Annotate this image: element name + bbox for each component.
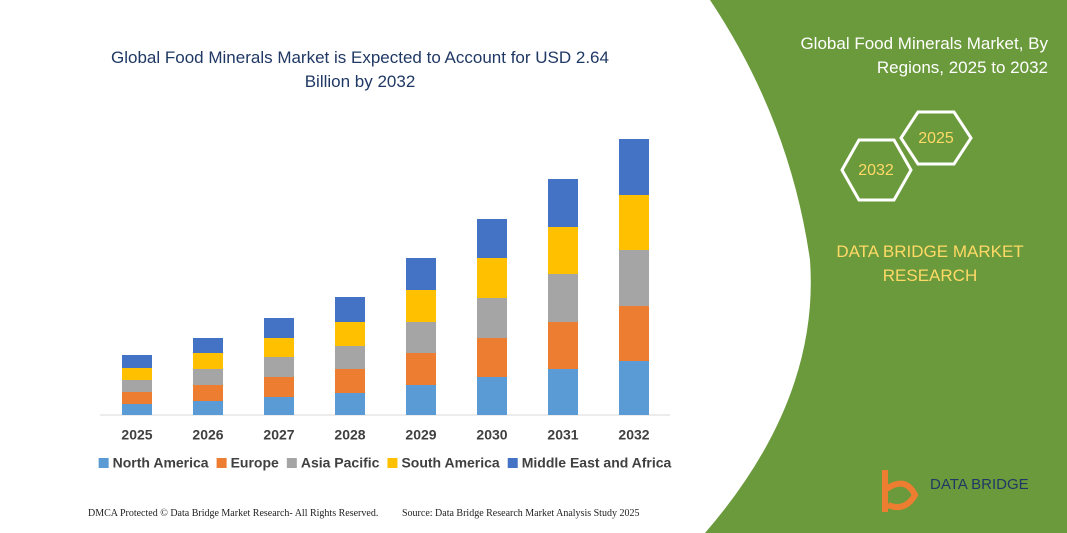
x-tick-label: 2030 bbox=[476, 427, 507, 443]
logo-text: DATA BRIDGE bbox=[930, 476, 1029, 493]
legend-label: North America bbox=[113, 455, 209, 471]
bar-segment bbox=[193, 353, 223, 369]
bar-segment bbox=[477, 338, 507, 377]
green-panel bbox=[705, 0, 1067, 533]
footer-text: DMCA Protected © Data Bridge Market Rese… bbox=[88, 508, 379, 519]
bar-segment bbox=[548, 322, 578, 369]
bar-segment bbox=[477, 219, 507, 258]
bar-segment bbox=[193, 385, 223, 401]
bar-segment bbox=[122, 368, 152, 380]
bar-segment bbox=[122, 404, 152, 415]
bar-segment bbox=[406, 258, 436, 290]
x-tick-label: 2029 bbox=[405, 427, 436, 443]
bar-segment bbox=[193, 369, 223, 385]
legend-label: South America bbox=[401, 455, 499, 471]
bar-segment bbox=[335, 322, 365, 346]
bar-segment bbox=[264, 397, 294, 415]
bar-segment bbox=[406, 322, 436, 353]
legend-swatch bbox=[216, 458, 227, 468]
bar-segment bbox=[335, 369, 365, 393]
bar-segment bbox=[548, 369, 578, 415]
bar-segment bbox=[619, 250, 649, 306]
bar-segment bbox=[122, 392, 152, 404]
hexagon bbox=[899, 110, 973, 166]
bar-segment bbox=[619, 306, 649, 361]
x-tick-label: 2027 bbox=[263, 427, 294, 443]
x-tick-label: 2031 bbox=[547, 427, 578, 443]
chart-title: Global Food Minerals Market is Expected … bbox=[111, 48, 609, 91]
bar-segment bbox=[406, 290, 436, 322]
bar-segment bbox=[477, 298, 507, 338]
bar-segment bbox=[477, 258, 507, 298]
bar-segment bbox=[193, 401, 223, 415]
hex-label: 2032 bbox=[858, 162, 894, 179]
legend-label: Europe bbox=[231, 455, 279, 471]
hex-label: 2025 bbox=[918, 130, 954, 147]
bar-segment bbox=[335, 297, 365, 322]
bar-segment bbox=[193, 338, 223, 353]
bar-segment bbox=[264, 377, 294, 397]
bar-segment bbox=[122, 355, 152, 368]
logo-icon bbox=[882, 470, 919, 512]
bar-segment bbox=[335, 393, 365, 415]
bar-segment bbox=[619, 139, 649, 195]
brand-text: DATA BRIDGE MARKET RESEARCH bbox=[836, 242, 1024, 285]
bar-segment bbox=[548, 227, 578, 274]
bar-segment bbox=[548, 274, 578, 322]
x-tick-label: 2028 bbox=[334, 427, 365, 443]
bar-segment bbox=[406, 353, 436, 385]
bar-segment bbox=[264, 318, 294, 338]
bar-segment bbox=[264, 357, 294, 377]
bar-segment bbox=[477, 377, 507, 415]
hexagon bbox=[840, 138, 913, 202]
footer-text: Source: Data Bridge Research Market Anal… bbox=[402, 508, 640, 519]
bar-segment bbox=[122, 380, 152, 392]
panel-title: Global Food Minerals Market, By Regions,… bbox=[800, 34, 1048, 77]
bar-segment bbox=[619, 195, 649, 250]
bar-segment bbox=[619, 361, 649, 415]
legend-swatch bbox=[286, 458, 297, 468]
bar-segment bbox=[335, 346, 365, 369]
bar-segment bbox=[548, 179, 578, 227]
x-tick-label: 2025 bbox=[121, 427, 152, 443]
x-tick-label: 2032 bbox=[618, 427, 649, 443]
legend-label: Middle East and Africa bbox=[522, 455, 672, 471]
legend-label: Asia Pacific bbox=[301, 455, 380, 471]
bar-segment bbox=[264, 338, 294, 357]
legend-swatch bbox=[507, 458, 518, 468]
legend-swatch bbox=[98, 458, 109, 468]
legend-swatch bbox=[387, 458, 398, 468]
x-tick-label: 2026 bbox=[192, 427, 223, 443]
bar-segment bbox=[406, 385, 436, 415]
